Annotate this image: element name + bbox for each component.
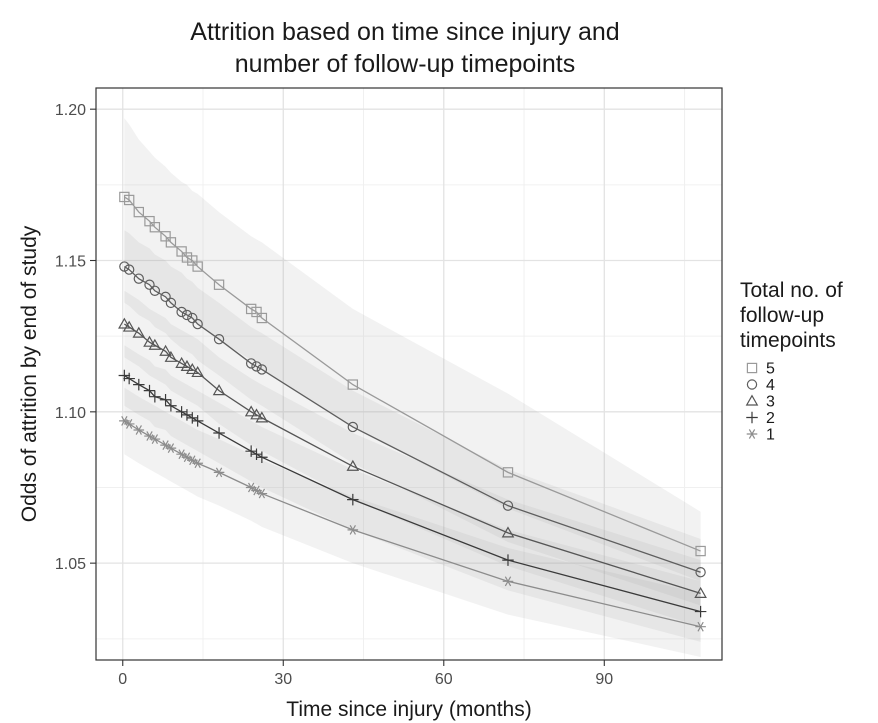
legend: Total no. of follow-up timepoints 54321 (740, 279, 843, 444)
legend-item-series-1: 1 (747, 427, 775, 444)
legend-title-line-1: Total no. of (740, 279, 843, 302)
legend-label-series-1: 1 (766, 427, 775, 444)
y-axis-title: Odds of attrition by end of study (18, 225, 41, 522)
chart-title: Attrition based on time since injury and… (190, 18, 619, 78)
legend-item-series-5: 5 (747, 361, 775, 378)
chart-title-line-2: number of follow-up timepoints (235, 50, 575, 78)
legend-key-square (747, 363, 756, 372)
legend-key-circle (747, 380, 756, 389)
legend-item-series-4: 4 (747, 377, 775, 394)
legend-key-asterisk (747, 429, 758, 438)
legend-label-series-4: 4 (766, 377, 775, 394)
legend-label-series-2: 2 (766, 410, 775, 427)
legend-label-series-3: 3 (766, 394, 775, 411)
y-tick-label: 1.05 (55, 556, 86, 573)
y-tick-label: 1.20 (55, 102, 86, 119)
legend-item-series-3: 3 (747, 394, 775, 411)
y-tick-label: 1.15 (55, 254, 86, 271)
x-tick-label: 90 (595, 671, 613, 688)
x-tick-label: 0 (118, 671, 127, 688)
legend-key-plus (746, 412, 758, 424)
legend-title-line-3: timepoints (740, 329, 836, 352)
x-axis-title: Time since injury (months) (286, 698, 531, 721)
x-tick-label: 30 (274, 671, 292, 688)
y-tick-label: 1.10 (55, 405, 86, 422)
legend-key-triangle (747, 396, 758, 405)
x-tick-label: 60 (435, 671, 453, 688)
legend-label-series-5: 5 (766, 361, 775, 378)
chart-title-line-1: Attrition based on time since injury and (190, 18, 619, 46)
legend-title-line-2: follow-up (740, 304, 824, 327)
legend-item-series-2: 2 (746, 410, 775, 427)
